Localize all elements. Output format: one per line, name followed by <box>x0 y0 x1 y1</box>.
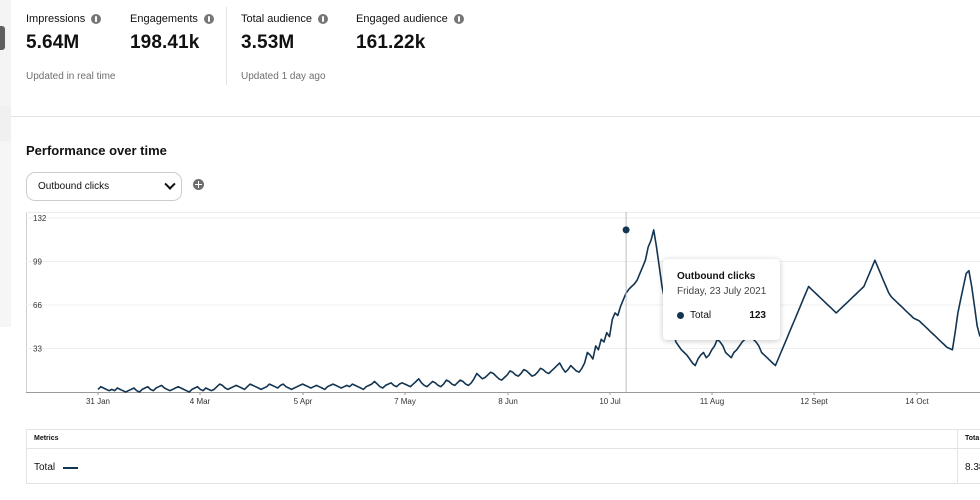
info-icon[interactable] <box>453 14 464 24</box>
engagements-label: Engagements <box>130 13 198 25</box>
total-column-header[interactable]: Tota <box>965 435 980 442</box>
x-tick-label: 10 Jul <box>599 397 621 406</box>
impressions-metric: Impressions 5.64M Updated in real time <box>26 13 116 82</box>
metrics-table: Metrics Tota Total 8.38 <box>26 429 980 484</box>
total-audience-value: 3.53M <box>241 32 295 53</box>
series-line-total <box>97 229 980 393</box>
summary-divider <box>226 7 227 85</box>
left-nav-segment-lower <box>0 141 11 327</box>
engagements-metric: Engagements 198.41k <box>130 13 214 54</box>
tooltip-value: 123 <box>749 310 766 321</box>
impressions-value: 5.64M <box>26 32 80 53</box>
table-row: Total 8.38 <box>27 449 980 485</box>
y-tick-label: 66 <box>33 301 42 310</box>
y-tick-label: 33 <box>33 345 42 354</box>
impressions-label: Impressions <box>26 13 86 25</box>
info-icon[interactable] <box>91 14 102 24</box>
engaged-audience-value: 161.22k <box>356 32 426 53</box>
engaged-audience-metric: Engaged audience 161.22k <box>356 13 464 54</box>
x-tick-label: 14 Oct <box>905 397 929 406</box>
metrics-table-header: Metrics Tota <box>27 430 980 449</box>
updated-realtime-text: Updated in real time <box>26 71 116 82</box>
highlight-point <box>622 226 630 234</box>
info-icon[interactable] <box>317 14 328 24</box>
section-title: Performance over time <box>26 143 167 158</box>
left-nav-segment-top <box>0 0 11 106</box>
table-column-divider <box>957 430 958 483</box>
x-tick-label: 4 Mar <box>190 397 211 406</box>
x-tick-label: 31 Jan <box>86 397 110 406</box>
info-icon[interactable] <box>203 14 214 24</box>
chevron-down-icon <box>164 178 176 190</box>
legend-line-icon <box>63 466 79 469</box>
metric-dropdown-value: Outbound clicks <box>38 181 110 192</box>
engaged-audience-label: Engaged audience <box>356 13 448 25</box>
section-divider <box>11 116 980 117</box>
row-total-value: 8.38 <box>965 462 980 473</box>
tooltip-date: Friday, 23 July 2021 <box>677 286 767 297</box>
y-tick-label: 99 <box>33 258 42 267</box>
x-tick-label: 8 Jun <box>498 397 518 406</box>
x-tick-label: 12 Sept <box>800 397 828 406</box>
engagements-value: 198.41k <box>130 32 200 53</box>
updated-daily-text: Updated 1 day ago <box>241 71 326 82</box>
left-nav-active-tab[interactable] <box>0 26 5 50</box>
performance-chart[interactable]: 132 99 66 33 31 Jan 4 Mar 5 Apr 7 May 8 Jun 10 Ju… <box>26 212 980 412</box>
row-name: Total <box>34 462 56 473</box>
left-nav-strip <box>0 0 11 500</box>
y-tick-label: 132 <box>33 214 47 223</box>
performance-chart-svg: 132 99 66 33 31 Jan 4 Mar 5 Apr 7 May 8 Jun 10 Ju… <box>26 212 980 406</box>
chart-tooltip: Outbound clicks Friday, 23 July 2021 Tot… <box>663 259 780 340</box>
total-audience-label: Total audience <box>241 13 312 25</box>
metrics-column-header[interactable]: Metrics <box>34 435 59 442</box>
tooltip-series-dot <box>677 312 684 319</box>
tooltip-series-name: Total <box>690 310 712 321</box>
tooltip-title: Outbound clicks <box>677 271 756 282</box>
x-tick-label: 5 Apr <box>294 397 313 406</box>
metric-dropdown[interactable]: Outbound clicks <box>26 172 182 201</box>
x-tick-label: 11 Aug <box>700 397 724 406</box>
x-tick-label: 7 May <box>394 397 416 406</box>
left-nav-segment-mid <box>0 106 11 141</box>
total-audience-metric: Total audience 3.53M Updated 1 day ago <box>241 13 328 82</box>
add-metric-icon[interactable] <box>193 179 204 190</box>
